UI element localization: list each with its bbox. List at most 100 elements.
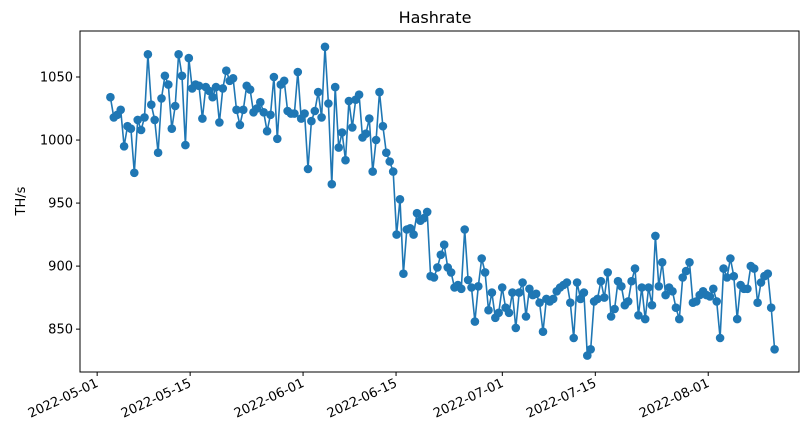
data-point bbox=[160, 71, 170, 81]
data-point bbox=[610, 304, 619, 314]
data-point bbox=[651, 231, 660, 241]
data-point bbox=[232, 105, 241, 115]
data-point bbox=[593, 294, 602, 304]
data-point bbox=[228, 74, 238, 83]
data-point bbox=[368, 167, 378, 176]
data-point bbox=[732, 314, 742, 324]
data-point bbox=[433, 263, 442, 272]
data-point bbox=[167, 124, 177, 133]
data-point bbox=[576, 294, 585, 304]
data-point bbox=[668, 287, 677, 296]
data-point bbox=[279, 76, 289, 86]
data-point bbox=[671, 303, 681, 313]
data-point bbox=[715, 333, 725, 343]
data-point bbox=[719, 264, 728, 273]
data-point bbox=[487, 288, 497, 297]
data-point bbox=[126, 124, 136, 133]
x-tick-label: 2022-06-15 bbox=[325, 376, 400, 422]
data-point bbox=[382, 148, 391, 157]
chart-title: Hashrate bbox=[399, 8, 472, 27]
data-point bbox=[657, 258, 667, 267]
data-point bbox=[566, 298, 575, 308]
data-point bbox=[371, 135, 381, 145]
data-point bbox=[136, 125, 146, 135]
data-point bbox=[766, 303, 776, 313]
x-tick-label: 2022-05-15 bbox=[119, 376, 194, 422]
data-point bbox=[675, 314, 684, 324]
data-point bbox=[644, 283, 653, 292]
data-point bbox=[692, 297, 701, 306]
data-point bbox=[341, 155, 350, 165]
y-tick-label: 1050 bbox=[40, 71, 73, 86]
x-tick-label: 2022-07-15 bbox=[524, 376, 599, 422]
data-point bbox=[678, 273, 687, 282]
data-point bbox=[749, 264, 759, 273]
data-point bbox=[348, 123, 357, 132]
data-point bbox=[395, 195, 405, 204]
data-point bbox=[422, 207, 432, 217]
data-point bbox=[705, 292, 715, 301]
data-point bbox=[215, 118, 224, 127]
data-point bbox=[627, 276, 636, 286]
data-point bbox=[457, 284, 466, 294]
data-point bbox=[606, 312, 616, 321]
data-point bbox=[470, 317, 480, 326]
data-point bbox=[681, 266, 691, 276]
data-point bbox=[647, 300, 657, 310]
x-axis-ticks: 2022-05-01 2022-05-15 2022-06-01 2022-06-15… bbox=[26, 372, 712, 422]
data-point bbox=[378, 121, 388, 131]
data-point bbox=[116, 105, 125, 115]
data-point bbox=[409, 230, 418, 239]
data-point bbox=[538, 327, 548, 337]
data-point bbox=[259, 108, 269, 117]
data-point bbox=[385, 157, 395, 166]
x-tick-label: 2022-08-01 bbox=[637, 376, 712, 422]
data-point bbox=[463, 275, 473, 285]
data-point bbox=[484, 305, 493, 315]
data-point bbox=[147, 100, 156, 109]
data-point bbox=[313, 87, 323, 97]
data-point bbox=[726, 254, 735, 263]
data-point bbox=[562, 278, 572, 287]
data-point bbox=[494, 308, 504, 318]
data-point bbox=[290, 109, 299, 118]
data-point bbox=[712, 297, 721, 306]
data-point bbox=[211, 82, 221, 92]
data-point bbox=[514, 288, 524, 297]
data-point bbox=[480, 268, 490, 277]
data-point bbox=[365, 114, 374, 123]
data-point bbox=[623, 297, 633, 306]
data-point bbox=[194, 81, 204, 91]
data-point bbox=[535, 298, 544, 308]
data-point bbox=[208, 92, 217, 102]
data-point bbox=[521, 312, 531, 321]
data-point bbox=[106, 92, 115, 102]
data-point bbox=[603, 268, 612, 277]
data-point bbox=[303, 164, 313, 174]
data-point bbox=[583, 351, 592, 360]
data-point bbox=[722, 273, 732, 282]
data-point bbox=[709, 284, 718, 294]
data-point bbox=[756, 278, 766, 287]
data-point bbox=[388, 167, 398, 176]
data-point bbox=[222, 66, 231, 75]
data-point bbox=[572, 278, 582, 287]
data-point bbox=[405, 224, 415, 233]
data-point bbox=[419, 213, 429, 223]
data-point bbox=[140, 113, 149, 122]
data-point bbox=[153, 148, 163, 157]
data-point bbox=[753, 298, 762, 308]
data-point bbox=[157, 94, 166, 103]
data-point bbox=[429, 273, 439, 282]
data-point bbox=[474, 282, 483, 291]
data-point bbox=[266, 110, 275, 120]
data-point bbox=[508, 288, 517, 297]
data-point bbox=[170, 101, 180, 111]
data-point bbox=[269, 72, 279, 82]
data-point bbox=[661, 290, 670, 300]
data-point bbox=[181, 140, 190, 150]
data-point bbox=[654, 282, 664, 291]
x-tick-label: 2022-05-01 bbox=[26, 376, 101, 422]
data-point bbox=[770, 345, 779, 354]
